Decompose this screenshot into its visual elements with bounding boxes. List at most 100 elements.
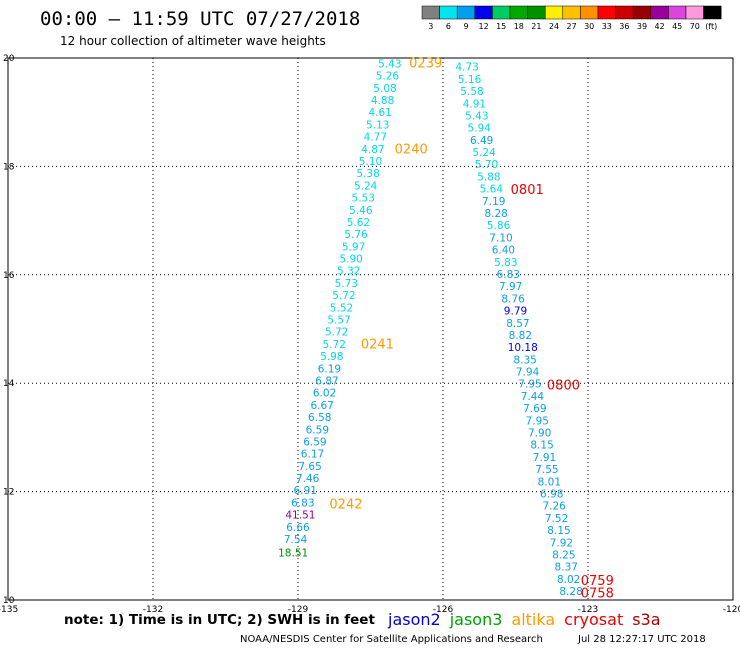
swh-value-west: 6.59 bbox=[306, 424, 329, 436]
swh-value-east: 10.18 bbox=[508, 342, 538, 354]
swh-value-west: 5.26 bbox=[376, 71, 400, 83]
color-scale-swatch bbox=[597, 5, 616, 20]
swh-value-west: 4.87 bbox=[361, 144, 384, 156]
color-scale-label: 27 bbox=[567, 22, 577, 31]
lon-tick-label: -132 bbox=[143, 605, 163, 615]
color-scale-label: 6 bbox=[446, 22, 451, 31]
swh-value-east: 5.88 bbox=[477, 171, 500, 183]
swh-value-west: 5.72 bbox=[325, 327, 348, 339]
swh-value-east: 4.73 bbox=[455, 62, 478, 74]
swh-value-west: 7.46 bbox=[296, 473, 320, 485]
pass-time-label: 0759 bbox=[581, 574, 614, 589]
swh-value-west: 6.91 bbox=[294, 485, 317, 497]
swh-value-west: 6.19 bbox=[318, 363, 341, 375]
satellite-legend-s3a: s3a bbox=[632, 610, 661, 629]
swh-value-west: 6.67 bbox=[310, 400, 333, 412]
swh-value-east: 5.83 bbox=[494, 257, 517, 269]
satellite-legend-cryosat: cryosat bbox=[564, 610, 624, 629]
swh-value-east: 6.40 bbox=[492, 245, 515, 257]
credits: NOAA/NESDIS Center for Satellite Applica… bbox=[240, 634, 543, 645]
satellite-legend: jason2 jason3 altika cryosat s3a bbox=[388, 610, 670, 629]
swh-value-east: 4.91 bbox=[463, 98, 486, 110]
lat-tick-label: 12 bbox=[3, 488, 14, 498]
color-scale-swatch bbox=[668, 5, 687, 20]
swh-value-west: 5.53 bbox=[352, 193, 375, 205]
pass-time-label: 0801 bbox=[511, 183, 544, 198]
swh-value-west: 4.61 bbox=[368, 107, 391, 119]
swh-value-east: 5.86 bbox=[487, 220, 511, 232]
lon-tick-label: -123 bbox=[578, 605, 598, 615]
swh-value-east: 8.25 bbox=[552, 549, 575, 561]
swh-value-east: 9.79 bbox=[504, 306, 527, 318]
lon-tick-label: -120 bbox=[723, 605, 740, 615]
swh-value-west: 18.51 bbox=[278, 548, 308, 560]
swh-value-east: 8.82 bbox=[509, 330, 532, 342]
swh-value-east: 8.15 bbox=[530, 440, 553, 452]
swh-value-east: 8.37 bbox=[555, 562, 578, 574]
swh-value-west: 5.73 bbox=[335, 278, 358, 290]
lat-tick-label: 10 bbox=[3, 596, 15, 606]
generated-time: Jul 28 12:27:17 UTC 2018 bbox=[578, 634, 706, 645]
swh-value-east: 5.16 bbox=[458, 74, 482, 86]
pass-time-label: 0241 bbox=[361, 338, 394, 353]
lat-tick-label: 18 bbox=[3, 162, 15, 172]
color-scale-label: 18 bbox=[514, 22, 524, 31]
swh-value-west: 6.02 bbox=[313, 388, 336, 400]
swh-value-west: 7.65 bbox=[298, 461, 321, 473]
swh-value-east: 5.70 bbox=[475, 159, 498, 171]
color-scale-swatch bbox=[544, 5, 564, 20]
color-scale-swatch bbox=[615, 5, 634, 20]
lat-tick-label: 14 bbox=[3, 379, 15, 389]
swh-value-east: 7.10 bbox=[489, 232, 512, 244]
color-scale-label: 30 bbox=[584, 22, 594, 31]
swh-value-west: 5.62 bbox=[347, 217, 370, 229]
footnote: note: 1) Time is in UTC; 2) SWH is in fe… bbox=[64, 612, 375, 628]
swh-value-east: 6.83 bbox=[497, 269, 520, 281]
color-scale-label: 9 bbox=[463, 22, 468, 31]
swh-value-west: 6.58 bbox=[308, 412, 331, 424]
color-scale-label: 33 bbox=[602, 22, 612, 31]
swh-value-west: 5.72 bbox=[323, 339, 346, 351]
pass-time-label: 0242 bbox=[329, 498, 362, 513]
pass-time-label: 0239 bbox=[409, 56, 442, 71]
swh-value-east: 8.15 bbox=[547, 525, 570, 537]
swh-value-west: 5.08 bbox=[373, 83, 396, 95]
pass-time-label: 0240 bbox=[395, 143, 428, 158]
map-frame bbox=[7, 57, 734, 601]
swh-value-east: 5.64 bbox=[480, 184, 504, 196]
swh-value-east: 8.28 bbox=[484, 208, 507, 220]
swh-value-west: 5.90 bbox=[339, 254, 362, 266]
map-title: 00:00 – 11:59 UTC 07/27/2018 bbox=[40, 8, 361, 30]
swh-value-east: 7.26 bbox=[542, 501, 566, 513]
lat-tick-label: 20 bbox=[3, 54, 15, 64]
color-scale-swatch bbox=[703, 5, 722, 20]
swh-value-east: 7.95 bbox=[518, 379, 541, 391]
swh-value-east: 5.94 bbox=[468, 123, 492, 135]
swh-value-east: 5.58 bbox=[460, 86, 483, 98]
swh-value-east: 5.24 bbox=[472, 147, 496, 159]
swh-value-west: 5.46 bbox=[349, 205, 373, 217]
swh-value-west: 6.83 bbox=[291, 497, 314, 509]
swh-value-west: 5.76 bbox=[344, 229, 368, 241]
swh-value-west: 4.88 bbox=[371, 95, 394, 107]
color-scale-label: 45 bbox=[672, 22, 682, 31]
color-scale-label: 24 bbox=[549, 22, 559, 31]
swh-value-east: 7.44 bbox=[521, 391, 545, 403]
color-scale-label: 15 bbox=[496, 22, 506, 31]
swh-value-west: 4.77 bbox=[364, 132, 387, 144]
swh-value-west: 5.97 bbox=[342, 241, 365, 253]
map-subtitle: 12 hour collection of altimeter wave hei… bbox=[60, 34, 326, 48]
swh-value-east: 7.90 bbox=[528, 428, 551, 440]
swh-value-east: 7.55 bbox=[535, 464, 558, 476]
color-scale-swatch bbox=[456, 5, 476, 20]
swh-value-east: 8.28 bbox=[559, 586, 582, 598]
swh-value-west: 5.13 bbox=[366, 119, 389, 131]
swh-value-west: 6.59 bbox=[303, 436, 326, 448]
satellite-legend-jason3: jason3 bbox=[449, 610, 503, 629]
swh-value-west: 7.54 bbox=[284, 534, 308, 546]
swh-value-west: 6.66 bbox=[286, 522, 310, 534]
swh-value-west: 5.38 bbox=[356, 168, 379, 180]
swh-value-west: 5.10 bbox=[359, 156, 382, 168]
